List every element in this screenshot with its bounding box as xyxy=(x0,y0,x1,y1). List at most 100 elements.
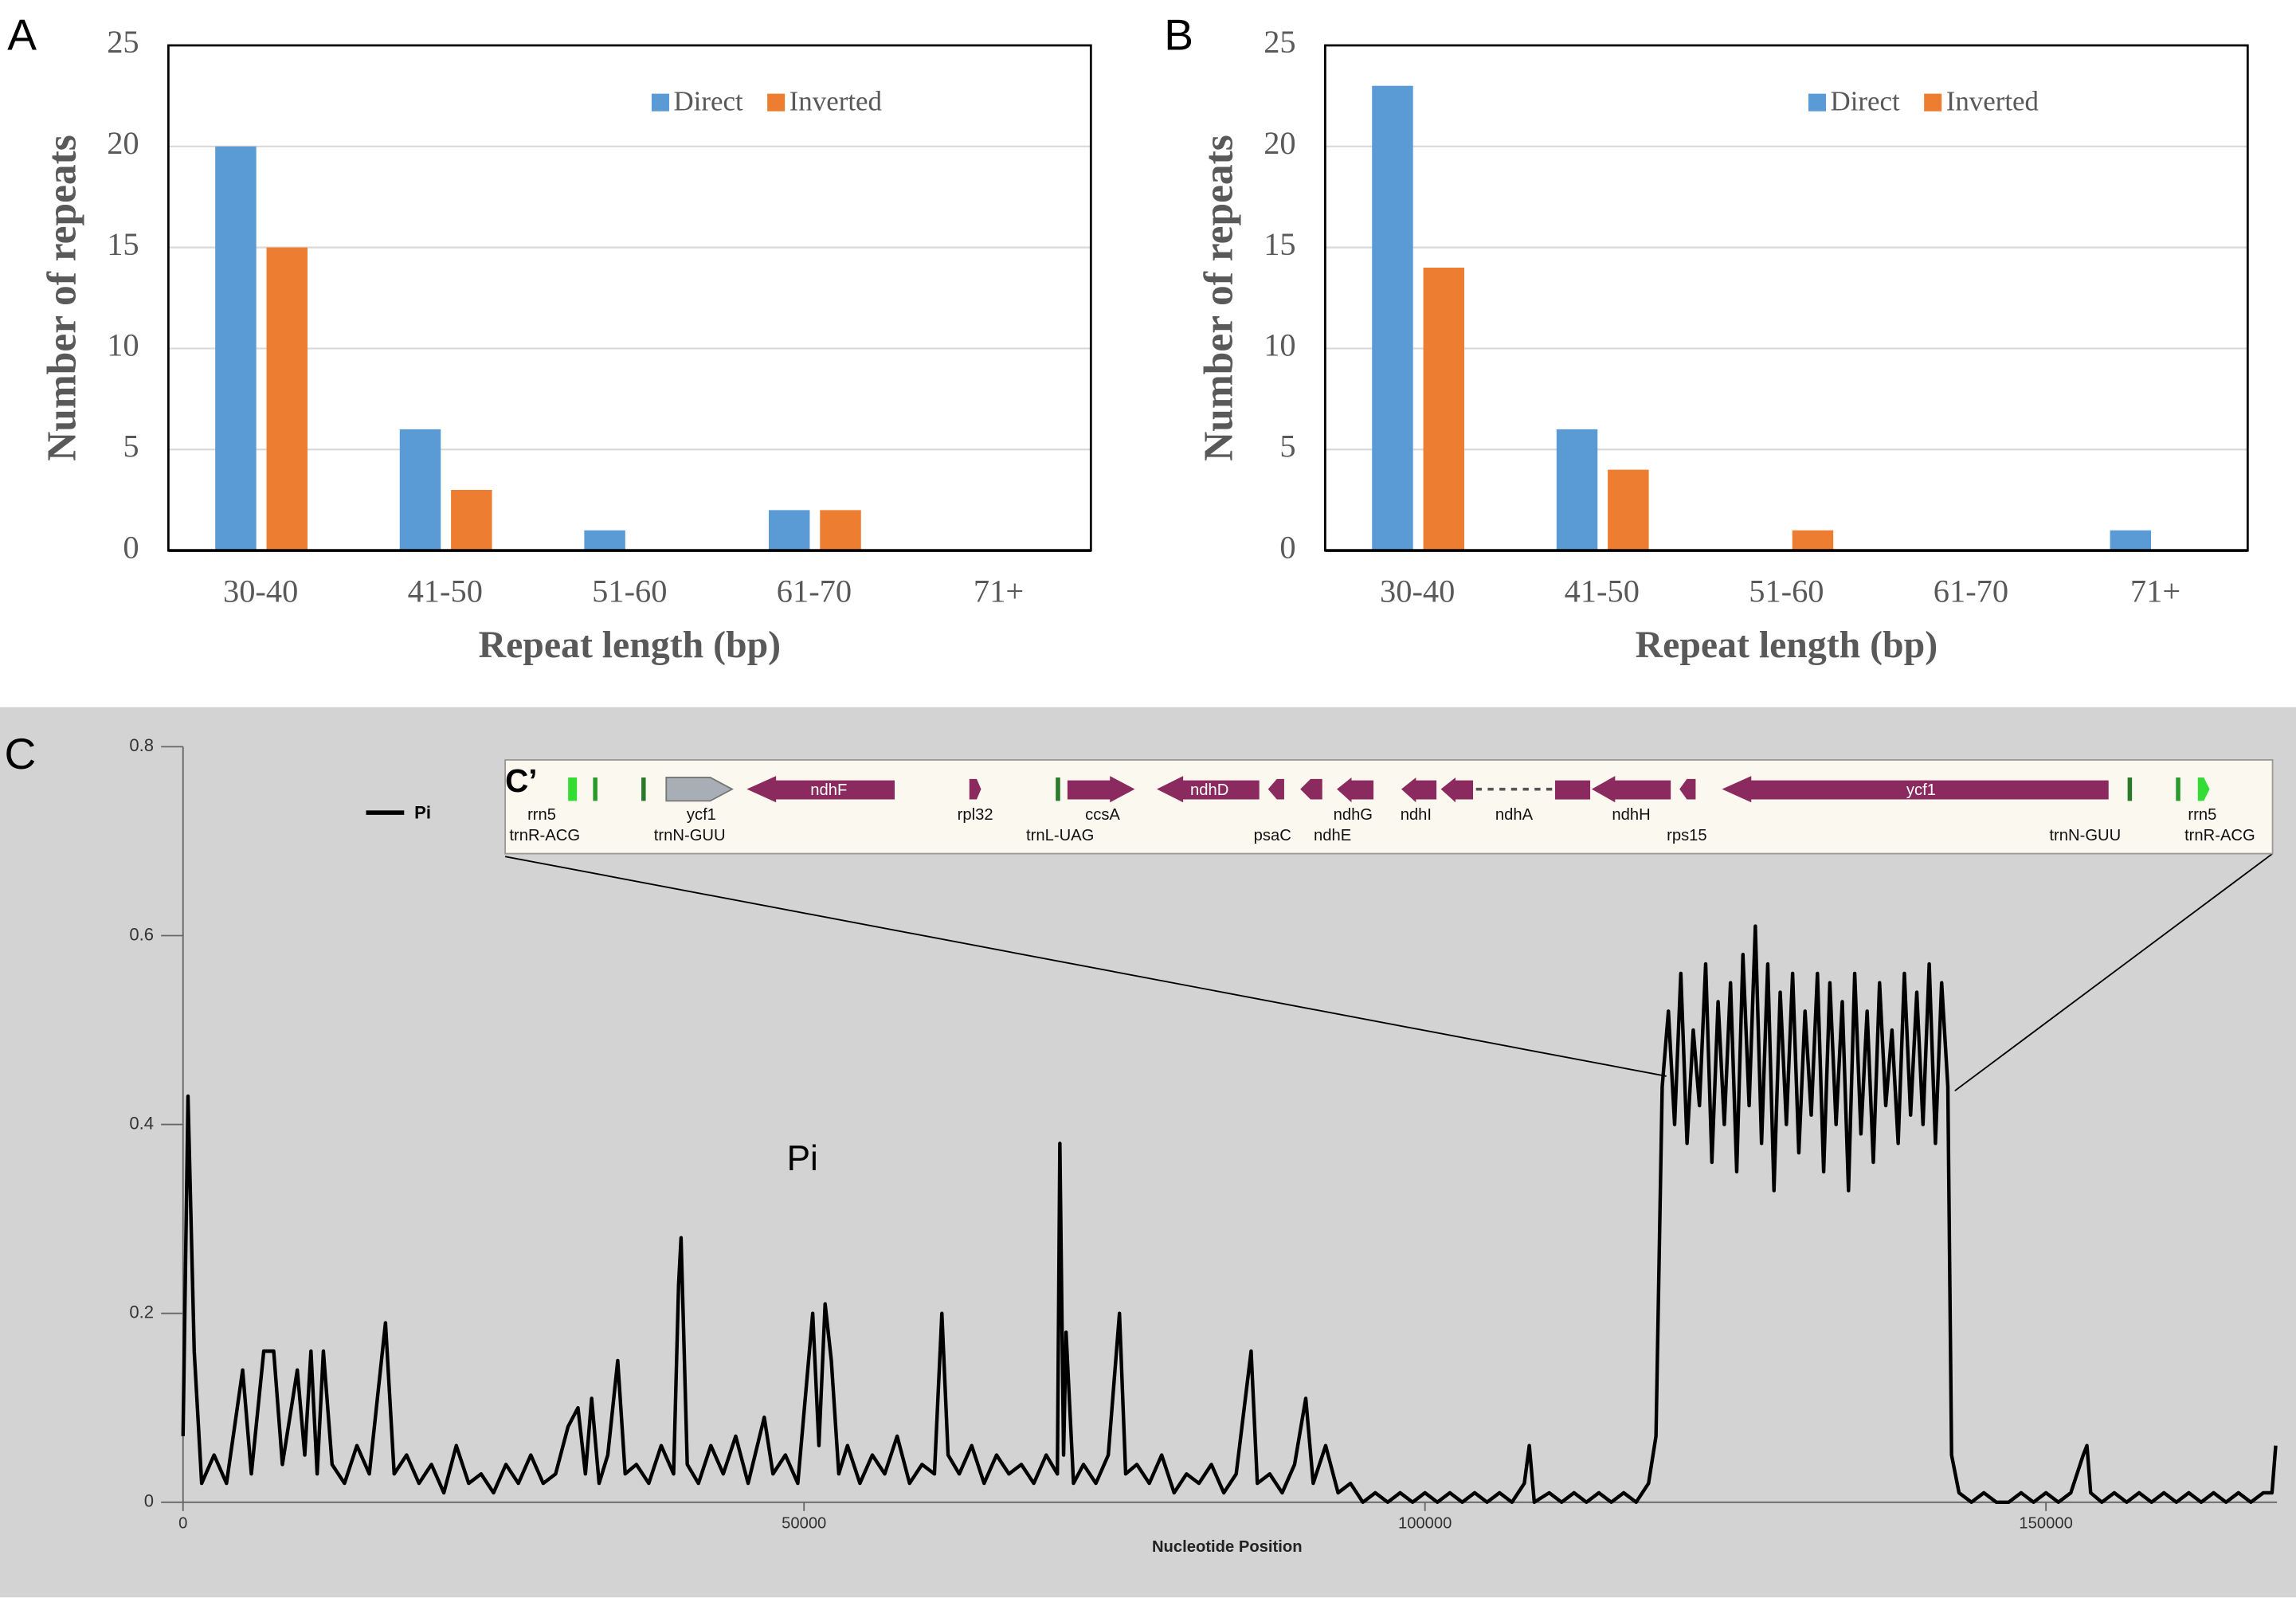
y-tick-label: 20 xyxy=(1264,125,1295,161)
gene-label: rpl32 xyxy=(958,806,993,824)
gene-arrow xyxy=(1440,777,1474,803)
gene-block xyxy=(2176,777,2180,801)
legend-label: Direct xyxy=(673,86,743,117)
gene-label: ndhF xyxy=(810,781,847,799)
gene-arrow xyxy=(2197,777,2210,801)
bar xyxy=(1608,469,1649,551)
gene-arrows xyxy=(568,776,2210,803)
gene-arrow xyxy=(1067,776,1135,803)
legend-label: Pi xyxy=(414,803,431,823)
legend-swatch xyxy=(767,93,786,112)
y-tick-label: 0.4 xyxy=(129,1113,154,1133)
gene-arrow xyxy=(1157,776,1260,803)
bar xyxy=(215,146,257,551)
gene-label: ccsA xyxy=(1085,806,1120,824)
x-axis-label: Nucleotide Position xyxy=(1152,1538,1303,1556)
y-tick-label: 5 xyxy=(1279,429,1295,464)
y-tick-label: 0.8 xyxy=(129,735,154,755)
bar xyxy=(451,489,492,551)
bar xyxy=(1556,429,1598,551)
y-tick-label: 20 xyxy=(107,125,139,161)
legend-label: Inverted xyxy=(1946,86,2039,117)
legend-swatch xyxy=(1924,93,1942,112)
annotation: Pi xyxy=(787,1139,818,1178)
gene-label: ycf1 xyxy=(1906,781,1936,799)
gene-label: rrn5 xyxy=(2188,806,2216,824)
gene-label: trnR-ACG xyxy=(509,827,580,844)
legend-swatch xyxy=(651,93,669,112)
zoom-line xyxy=(1954,852,2274,1092)
x-tick-label: 30-40 xyxy=(1380,574,1455,609)
y-axis-label: Number of repeats xyxy=(1197,135,1242,461)
bar xyxy=(266,247,308,551)
gene-label: trnN-GUU xyxy=(654,827,726,844)
gene-label: ndhA xyxy=(1495,806,1534,824)
x-tick-label: 41-50 xyxy=(1565,574,1640,609)
gene-label: trnR-ACG xyxy=(2184,827,2255,844)
legend-swatch xyxy=(1808,93,1826,112)
bar xyxy=(584,530,625,551)
legend-label: Inverted xyxy=(789,86,883,117)
x-tick-label: 61-70 xyxy=(777,574,852,609)
gene-arrow xyxy=(1679,778,1696,800)
x-tick-label: 30-40 xyxy=(223,574,298,609)
gene-block xyxy=(2127,777,2133,801)
y-tick-label: 25 xyxy=(107,24,139,60)
gene-arrow xyxy=(1337,777,1374,803)
gene-arrow xyxy=(1401,777,1437,803)
y-axis-label: Number of repeats xyxy=(40,135,85,461)
gene-label: ndhD xyxy=(1190,781,1228,799)
gene-arrow xyxy=(1300,778,1322,800)
gene-arrow xyxy=(746,776,895,803)
gene-map-inset: C’ rrn5 trnR-ACG trnN-GUU ycf1 ndhF rpl3… xyxy=(504,759,2274,1092)
gene-label: rrn5 xyxy=(527,806,556,824)
x-tick-label: 61-70 xyxy=(1934,574,2008,609)
bar xyxy=(399,429,441,551)
y-tick-label: 15 xyxy=(1264,226,1295,262)
x-tick-label: 150000 xyxy=(2019,1515,2072,1533)
y-tick-label: 0.2 xyxy=(129,1302,154,1322)
inset-label: C’ xyxy=(505,762,537,799)
panel-label: B xyxy=(1164,10,1193,59)
gene-label: ndhI xyxy=(1401,806,1432,824)
gene-block xyxy=(1056,777,1060,801)
y-tick-label: 10 xyxy=(107,327,139,363)
gene-block xyxy=(593,777,598,801)
pi-line xyxy=(181,924,2278,1504)
y-tick-label: 0 xyxy=(123,529,139,565)
gene-label: rps15 xyxy=(1667,827,1707,844)
gene-label: ycf1 xyxy=(687,806,716,824)
gene-label: ndhH xyxy=(1612,806,1650,824)
x-tick-label: 71+ xyxy=(974,574,1024,609)
panel-label: C xyxy=(5,729,37,778)
x-axis-label: Repeat length (bp) xyxy=(1636,624,1937,666)
gene-label: ndhG xyxy=(1334,806,1373,824)
panel-label: A xyxy=(7,10,37,59)
x-axis-label: Repeat length (bp) xyxy=(479,624,781,666)
gene-arrow xyxy=(1268,778,1284,800)
gene-block xyxy=(1554,780,1591,800)
x-tick-label: 71+ xyxy=(2130,574,2180,609)
y-tick-label: 0 xyxy=(1279,529,1295,565)
gene-arrow xyxy=(1722,776,2109,803)
gene-label: trnN-GUU xyxy=(2049,827,2121,844)
bar xyxy=(1792,530,1834,551)
gene-arrow xyxy=(969,778,981,800)
x-tick-label: 51-60 xyxy=(592,574,667,609)
x-tick-label: 51-60 xyxy=(1749,574,1824,609)
x-tick-label: 41-50 xyxy=(408,574,483,609)
bar xyxy=(768,510,810,551)
gene-label: trnL-UAG xyxy=(1026,827,1094,844)
legend-label: Direct xyxy=(1831,86,1901,117)
y-tick-label: 0.6 xyxy=(129,924,154,944)
bar xyxy=(1423,267,1465,551)
bar xyxy=(2110,530,2152,551)
gene-arrow xyxy=(665,777,734,802)
inset-frame xyxy=(504,759,2274,855)
y-tick-label: 5 xyxy=(123,429,139,464)
zoom-line xyxy=(504,856,1667,1077)
gene-label: ndhE xyxy=(1314,827,1351,844)
gene-block xyxy=(641,777,646,801)
y-tick-label: 10 xyxy=(1264,327,1295,363)
